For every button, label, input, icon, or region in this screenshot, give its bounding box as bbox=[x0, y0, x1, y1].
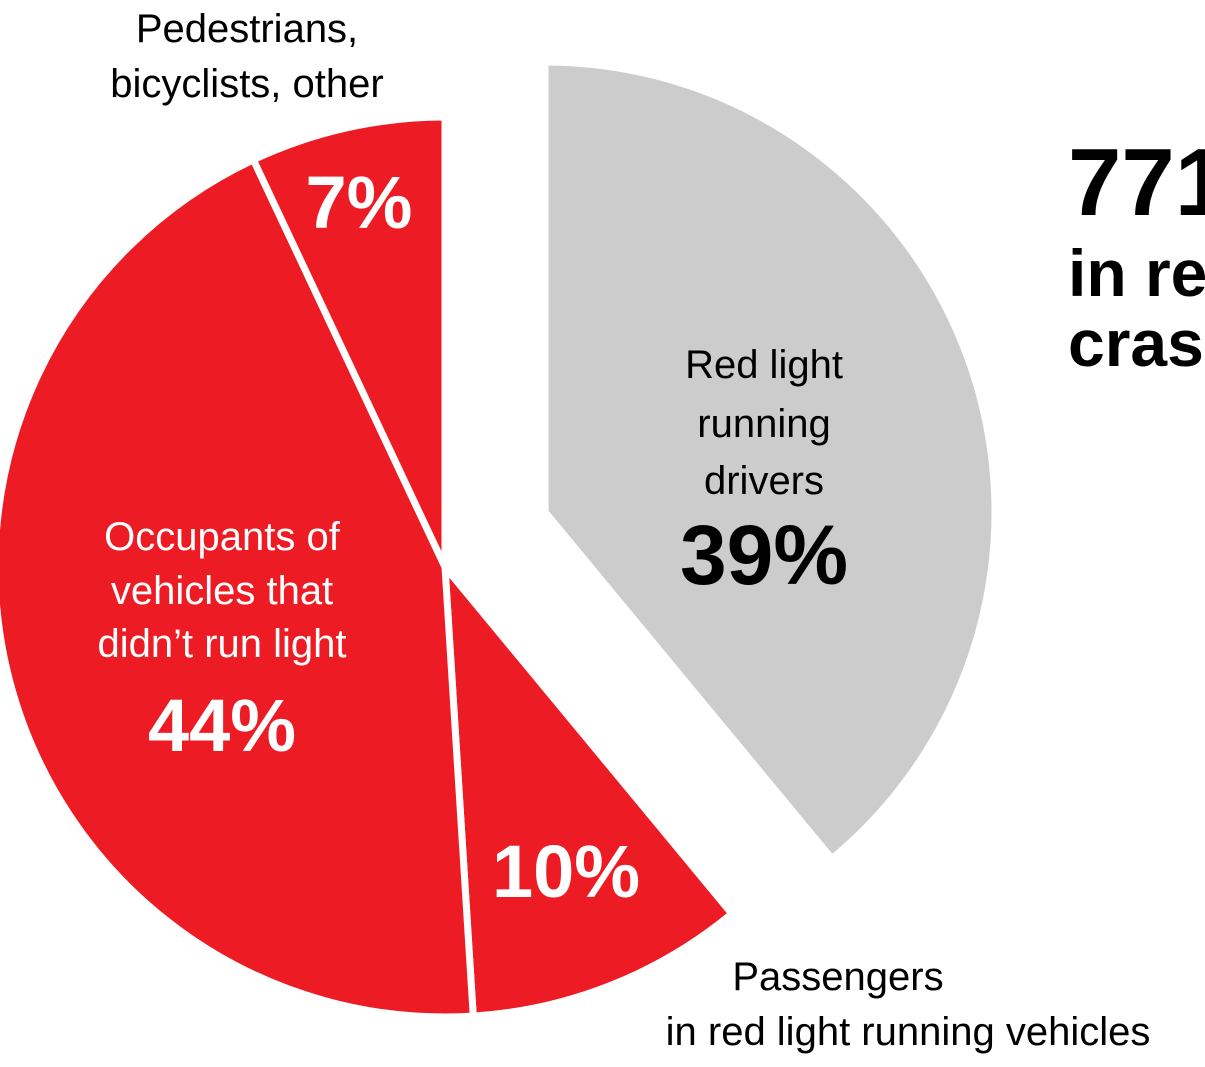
pie-slice-3 bbox=[248, 113, 449, 569]
slice-label-3-line-0: Pedestrians, bbox=[136, 7, 358, 51]
slice-label-0-line-0: Red light bbox=[685, 343, 843, 387]
chart-subtitle-line-1: in re bbox=[1068, 236, 1205, 310]
slice-label-2-line-2: didn’t run light bbox=[97, 622, 346, 666]
chart-subtitle-line-2: cras bbox=[1068, 306, 1204, 380]
slice-label-2-line-1: vehicles that bbox=[111, 569, 333, 613]
slice-label-1-line-1: in red light running vehicles bbox=[666, 1010, 1151, 1054]
slice-label-1-line-0: Passengers bbox=[732, 955, 943, 999]
chart-title: 771 bbox=[1068, 129, 1205, 236]
slice-value-label-1: 10% bbox=[492, 830, 640, 913]
slice-label-3-line-1: bicyclists, other bbox=[110, 62, 383, 106]
slice-label-2-line-0: Occupants of bbox=[104, 515, 341, 559]
slice-value-label-2: 44% bbox=[148, 684, 296, 767]
pie-slice-2 bbox=[0, 155, 477, 1021]
pie-slice-1 bbox=[440, 556, 737, 1020]
title-block: 771 in re cras bbox=[1068, 128, 1205, 378]
slice-label-0-line-1: running bbox=[697, 402, 830, 446]
slice-label-0-line-2: drivers bbox=[704, 459, 824, 503]
slice-value-label-3: 7% bbox=[306, 161, 413, 244]
slice-value-label-0: 39% bbox=[680, 508, 848, 602]
pie-slice-0 bbox=[541, 58, 999, 864]
